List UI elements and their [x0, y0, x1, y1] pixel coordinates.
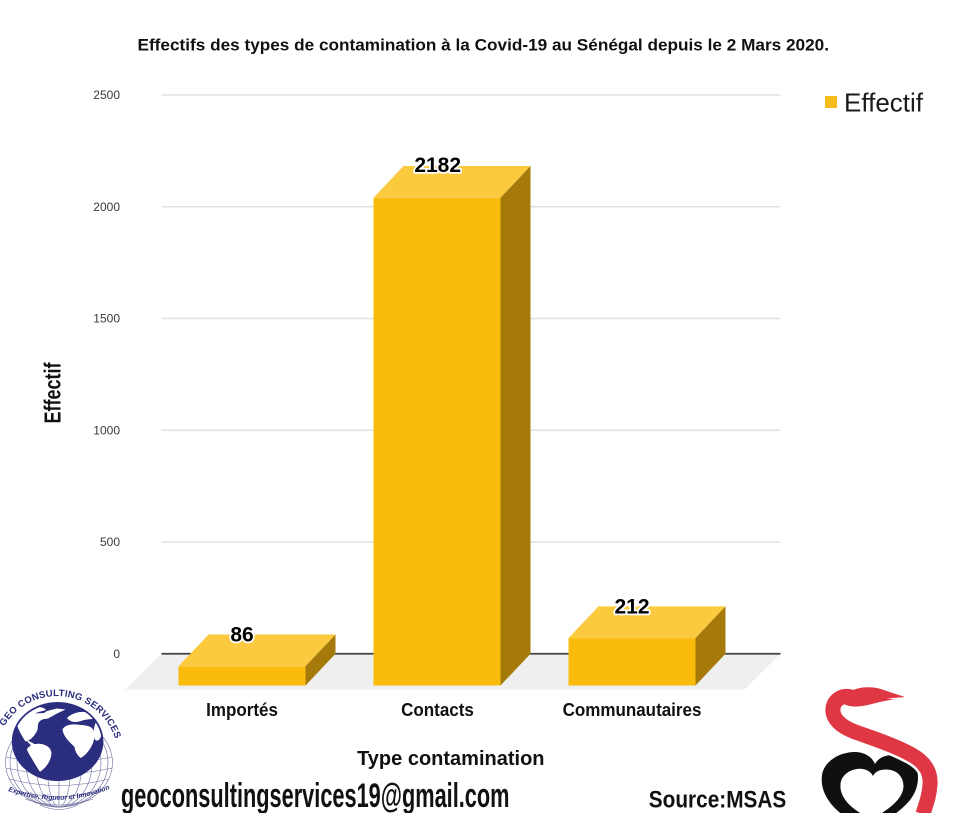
svg-text:Importés: Importés — [206, 699, 278, 720]
svg-text:Effectifs des types de contami: Effectifs des types de contamination à l… — [138, 37, 830, 55]
svg-text:500: 500 — [100, 535, 120, 549]
svg-text:Communautaires: Communautaires — [563, 699, 702, 720]
svg-text:1000: 1000 — [93, 423, 120, 437]
svg-text:1500: 1500 — [93, 312, 120, 326]
svg-text:Type contamination: Type contamination — [357, 748, 544, 770]
svg-text:Source:MSAS: Source:MSAS — [649, 786, 786, 813]
svg-text:0: 0 — [113, 647, 120, 661]
svg-text:86: 86 — [230, 624, 253, 647]
svg-text:2182: 2182 — [414, 154, 461, 177]
svg-text:Effectif: Effectif — [844, 88, 924, 118]
svg-text:Effectif: Effectif — [40, 362, 66, 423]
svg-text:Contacts: Contacts — [401, 699, 474, 720]
svg-text:geoconsultingservices19@gmail.: geoconsultingservices19@gmail.com — [121, 777, 509, 813]
svg-text:2000: 2000 — [93, 200, 120, 214]
svg-text:2500: 2500 — [93, 88, 120, 102]
svg-text:212: 212 — [614, 596, 649, 619]
